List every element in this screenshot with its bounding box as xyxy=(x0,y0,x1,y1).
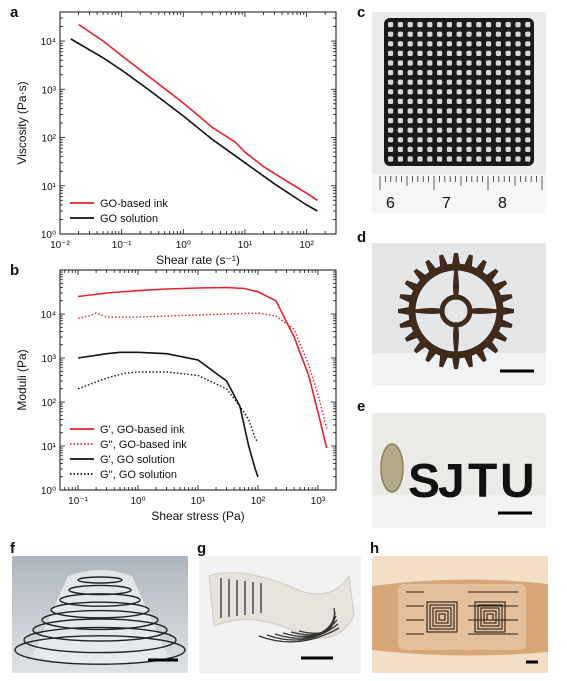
panel-label-f: f xyxy=(10,540,15,557)
photo-sjtu-letters: S J T U xyxy=(372,413,546,528)
y-tick-label: 10¹ xyxy=(42,442,57,453)
ruler-number: 6 xyxy=(386,195,395,212)
x-tick-label: 10¹ xyxy=(191,496,206,507)
series-line-1 xyxy=(78,23,318,201)
y-tick-label: 10¹ xyxy=(42,182,57,193)
wrist-image xyxy=(372,556,548,673)
panel-label-d: d xyxy=(357,229,367,246)
panel-label-e: e xyxy=(357,398,366,415)
ruler-number: 7 xyxy=(442,195,451,212)
legend-label: GO solution xyxy=(100,213,158,225)
y-tick-label: 10³ xyxy=(42,354,57,365)
photo-printed-lattice: 6 7 8 xyxy=(372,12,546,214)
y-tick-label: 10⁰ xyxy=(41,230,56,241)
x-tick-label: 10¹ xyxy=(238,240,253,251)
y-axis-label: Moduli (Pa) xyxy=(15,349,29,410)
photo-gear xyxy=(372,243,546,385)
gear-image xyxy=(372,243,546,385)
x-tick-label: 10⁻¹ xyxy=(112,240,132,251)
x-axis-label: Shear rate (s⁻¹) xyxy=(156,253,240,266)
glass-image xyxy=(12,556,188,673)
series-line-1 xyxy=(78,286,328,449)
series-line-2 xyxy=(70,38,318,212)
y-tick-label: 10³ xyxy=(42,85,57,96)
legend-label: GO-based ink xyxy=(100,198,168,210)
y-tick-label: 10⁴ xyxy=(41,310,56,321)
photo-glass-spiral xyxy=(12,556,188,673)
moduli-chart: 10⁻¹ 10⁰ 10¹ 10² 10³ 10⁰ 10¹ 10² 10³ 10⁴ Shear str… xyxy=(15,269,337,523)
y-tick-label: 10² xyxy=(42,134,57,145)
printed-letter: J xyxy=(438,455,465,508)
panel-label-g: g xyxy=(197,540,207,557)
ruler-number: 8 xyxy=(498,195,507,212)
x-tick-label: 10² xyxy=(299,240,314,251)
y-tick-label: 10² xyxy=(42,398,57,409)
x-tick-label: 10² xyxy=(251,496,266,507)
letters-image: S J T U xyxy=(372,413,546,528)
printed-letter: S xyxy=(408,455,440,508)
series-line-4 xyxy=(77,371,259,443)
film-image xyxy=(199,556,361,673)
x-tick-label: 10⁻¹ xyxy=(68,496,88,507)
y-tick-label: 10⁴ xyxy=(41,37,56,48)
legend-label: G', GO-based ink xyxy=(100,424,185,436)
x-tick-label: 10⁰ xyxy=(130,496,145,507)
printed-letter: T xyxy=(468,455,497,508)
photo-wearable-circuit xyxy=(372,556,548,673)
panel-label-a: a xyxy=(10,4,19,21)
panel-label-c: c xyxy=(357,4,366,21)
x-tick-label: 10⁰ xyxy=(176,240,191,251)
y-tick-label: 10⁰ xyxy=(41,486,56,497)
panel-label-b: b xyxy=(10,262,20,279)
legend-label: G', GO solution xyxy=(100,454,175,466)
printed-letter: U xyxy=(500,455,535,508)
series-line-2 xyxy=(77,312,328,429)
lattice-image: 6 7 8 xyxy=(372,12,546,214)
x-tick-label: 10⁻² xyxy=(50,240,70,251)
x-axis-label: Shear stress (Pa) xyxy=(151,509,244,523)
panel-label-h: h xyxy=(370,540,380,557)
y-axis-label: Viscosity (Pa·s) xyxy=(15,81,29,164)
viscosity-chart: 10⁻² 10⁻¹ 10⁰ 10¹ 10² 10⁰ 10¹ 10² 10³ 10⁴ Shear ra… xyxy=(15,11,337,266)
series-line-3 xyxy=(77,351,259,478)
legend-label: G'', GO-based ink xyxy=(100,439,187,451)
x-tick-label: 10³ xyxy=(311,496,326,507)
legend-label: G'', GO solution xyxy=(100,469,177,481)
coin xyxy=(380,443,404,493)
photo-flexible-film xyxy=(199,556,361,673)
